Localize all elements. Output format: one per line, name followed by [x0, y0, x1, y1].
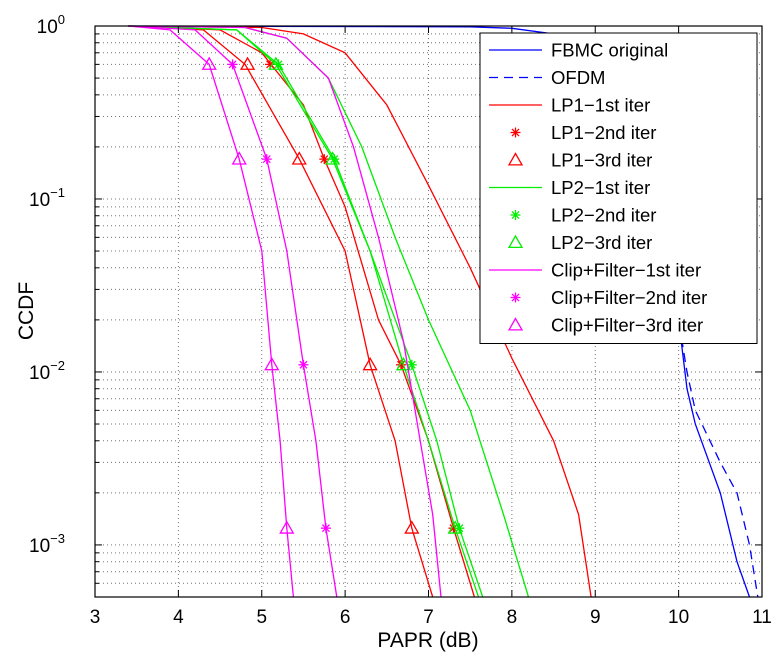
legend-marker [510, 210, 521, 220]
legend-label: Clip+Filter−2nd iter [551, 287, 707, 308]
series-marker-clip-filter-2nd-iter [227, 59, 238, 70]
series-marker-clip-filter-2nd-iter [298, 359, 309, 370]
legend-label: LP2−2nd iter [551, 205, 656, 226]
series-line-clip-filter-2nd-iter [128, 25, 338, 598]
x-axis-label: PAPR (dB) [377, 629, 478, 652]
x-tick-label: 11 [752, 607, 772, 628]
series-line-lp1-3rd-iter [128, 25, 434, 598]
legend-marker [507, 234, 524, 249]
legend-label: LP1−2nd iter [551, 122, 656, 143]
series-marker-lp2-3rd-iter [268, 56, 284, 70]
star-stroke [449, 524, 458, 533]
y-axis-label: CCDF [15, 282, 38, 340]
x-tick-label: 9 [590, 607, 601, 628]
axis-ticks: 3 4 5 6 7 8 9 10 11 100 10−1 10−2 10−3 [29, 12, 772, 628]
series-marker-clip-filter-3rd-iter [279, 520, 295, 534]
y-tick-label: 10−3 [29, 531, 65, 557]
series-marker-lp2-2nd-iter [406, 359, 417, 370]
star-stroke [330, 155, 339, 164]
legend-label: Clip+Filter−3rd iter [551, 315, 703, 336]
x-tick-label: 3 [90, 607, 101, 628]
star-stroke [407, 360, 416, 369]
series-marker-clip-filter-3rd-iter [264, 356, 280, 371]
series-marker-clip-filter-2nd-iter [261, 154, 272, 165]
series-marker-lp1-2nd-iter [319, 154, 330, 165]
series-marker-lp2-3rd-iter [324, 151, 341, 165]
star-stroke [262, 155, 271, 164]
legend-label: Clip+Filter−1st iter [551, 260, 701, 281]
x-tick-label: 8 [507, 607, 518, 628]
series-marker-lp1-3rd-iter [362, 356, 378, 371]
star-stroke [320, 155, 329, 164]
x-tick-label: 7 [423, 607, 434, 628]
series-marker-clip-filter-2nd-iter [320, 523, 331, 534]
legend-label: LP2−1st iter [551, 177, 650, 198]
series-marker-clip-filter-3rd-iter [201, 56, 217, 70]
series-marker-lp1-3rd-iter [239, 56, 256, 70]
star-stroke [274, 60, 283, 69]
legend-marker [507, 152, 524, 166]
legend-label: FBMC original [551, 40, 668, 61]
star-stroke [511, 293, 520, 302]
y-tick-label: 10−2 [29, 358, 65, 384]
series-marker-lp2-3rd-iter [447, 520, 463, 534]
legend-box [479, 32, 758, 344]
x-tick-label: 5 [256, 607, 267, 628]
star-stroke [511, 211, 520, 219]
legend-label: LP1−3rd iter [551, 150, 652, 171]
legend-label: LP1−1st iter [551, 95, 650, 116]
series-line-clip-filter-1st-iter [128, 25, 442, 598]
star-stroke [299, 360, 308, 369]
x-tick-label: 6 [340, 607, 351, 628]
legend-marker [507, 317, 524, 331]
y-tick-label: 100 [37, 12, 65, 38]
y-tick-label: 10−1 [29, 185, 65, 211]
x-tick-label: 10 [668, 607, 689, 628]
series-layer [128, 25, 759, 598]
series-marker-lp1-3rd-iter [291, 151, 307, 165]
star-stroke [321, 524, 330, 533]
legend: FBMC original OFDM LP1−1st iter LP1−2nd ite… [479, 32, 758, 344]
star-stroke [228, 60, 237, 69]
series-marker-lp1-3rd-iter [404, 520, 420, 534]
legend-marker [510, 127, 521, 138]
legend-marker [510, 292, 521, 303]
legend-label: OFDM [551, 67, 605, 88]
series-line-lp2-3rd-iter [128, 25, 480, 598]
legend-label: LP2−3rd iter [551, 232, 652, 253]
star-stroke [511, 128, 520, 137]
x-tick-label: 4 [173, 607, 184, 628]
series-line-lp1-1st-iter [128, 25, 592, 598]
series-marker-clip-filter-3rd-iter [231, 151, 247, 165]
series-line-clip-filter-3rd-iter [128, 25, 295, 598]
